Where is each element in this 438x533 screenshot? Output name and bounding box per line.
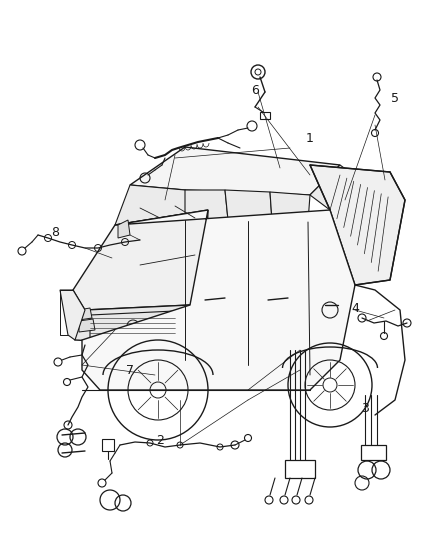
Text: 7: 7 bbox=[126, 364, 134, 376]
Polygon shape bbox=[73, 210, 208, 310]
Text: 4: 4 bbox=[351, 302, 359, 314]
Text: 5: 5 bbox=[391, 92, 399, 104]
Bar bbox=[361, 445, 386, 460]
Polygon shape bbox=[310, 165, 405, 285]
Text: 2: 2 bbox=[156, 433, 164, 447]
Polygon shape bbox=[310, 165, 358, 210]
Polygon shape bbox=[60, 290, 85, 340]
Polygon shape bbox=[185, 190, 228, 220]
Text: 3: 3 bbox=[361, 401, 369, 415]
Polygon shape bbox=[115, 185, 208, 225]
Polygon shape bbox=[225, 190, 272, 221]
Polygon shape bbox=[118, 220, 130, 238]
Polygon shape bbox=[130, 147, 340, 195]
Polygon shape bbox=[70, 305, 195, 345]
Bar bbox=[285, 460, 315, 478]
Polygon shape bbox=[270, 192, 310, 222]
Polygon shape bbox=[78, 308, 92, 320]
Polygon shape bbox=[82, 210, 355, 390]
Text: 6: 6 bbox=[251, 84, 259, 96]
Text: 1: 1 bbox=[306, 132, 314, 144]
Text: 8: 8 bbox=[51, 225, 59, 238]
Bar bbox=[102, 439, 114, 451]
Bar bbox=[260, 112, 270, 119]
Polygon shape bbox=[79, 319, 95, 332]
